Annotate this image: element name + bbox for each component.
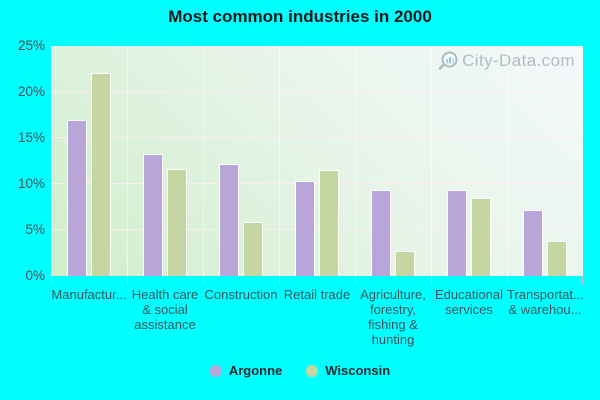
bar-wisconsin-4	[395, 251, 415, 276]
x-category-label: Construction	[204, 287, 278, 302]
legend-swatch-wisconsin	[306, 364, 319, 377]
legend-label-wisconsin: Wisconsin	[325, 363, 391, 378]
watermark: City-Data.com	[437, 50, 575, 72]
bar-argonne-5	[447, 190, 467, 276]
x-category-label: Health care & social assistance	[131, 287, 199, 332]
bar-argonne-3	[295, 181, 315, 276]
x-tick	[51, 276, 52, 284]
watermark-text: City-Data.com	[462, 51, 575, 70]
legend-item-wisconsin: Wisconsin	[306, 363, 390, 378]
gridline-v	[279, 46, 280, 276]
y-tick-label: 20%	[17, 84, 45, 99]
bar-argonne-6	[523, 209, 543, 276]
x-axis-tickstrip	[51, 276, 583, 284]
x-tick	[279, 276, 280, 284]
bar-wisconsin-0	[91, 72, 111, 276]
bar-wisconsin-6	[547, 241, 567, 276]
gridline-h	[51, 229, 583, 230]
legend-label-argonne: Argonne	[228, 363, 283, 378]
gridline-v	[431, 46, 432, 276]
x-tick	[355, 276, 356, 284]
x-tick	[127, 276, 128, 284]
bar-wisconsin-3	[319, 170, 339, 276]
bar-wisconsin-5	[471, 197, 491, 276]
magnifier-icon	[438, 51, 458, 70]
bar-argonne-4	[371, 190, 391, 276]
gridline-v	[127, 46, 128, 276]
plot-area: City-Data.com	[51, 46, 583, 276]
y-tick-label: 15%	[17, 130, 45, 145]
bar-wisconsin-2	[243, 221, 263, 276]
gridline-h	[51, 91, 583, 92]
x-tick	[203, 276, 204, 284]
y-tick-label: 25%	[17, 38, 45, 53]
y-tick-label: 10%	[17, 176, 45, 191]
x-category-label: Agriculture, forestry, fishing & hunting	[360, 287, 426, 347]
gridline-h	[51, 137, 583, 138]
bar-argonne-0	[67, 119, 87, 276]
bar-wisconsin-1	[167, 169, 187, 276]
x-category-label: Educational services	[435, 287, 503, 317]
y-tick-label: 5%	[25, 222, 45, 237]
chart-title: Most common industries in 2000	[168, 7, 432, 26]
legend: Argonne Wisconsin	[0, 363, 600, 378]
x-category-label: Retail trade	[283, 287, 351, 302]
x-category-label: Transportat... & warehou...	[507, 287, 584, 317]
legend-swatch-argonne	[209, 364, 222, 377]
x-tick	[582, 276, 583, 284]
x-tick	[507, 276, 508, 284]
legend-item-argonne: Argonne	[209, 363, 283, 378]
y-tick-label: 0%	[25, 268, 45, 283]
x-category-label: Manufactur...	[51, 287, 127, 302]
gridline-h	[51, 183, 583, 184]
bar-argonne-1	[143, 153, 163, 276]
bar-argonne-2	[219, 163, 239, 276]
gridline-v	[355, 46, 356, 276]
gridline-v	[203, 46, 204, 276]
gridline-v	[507, 46, 508, 276]
x-tick	[431, 276, 432, 284]
